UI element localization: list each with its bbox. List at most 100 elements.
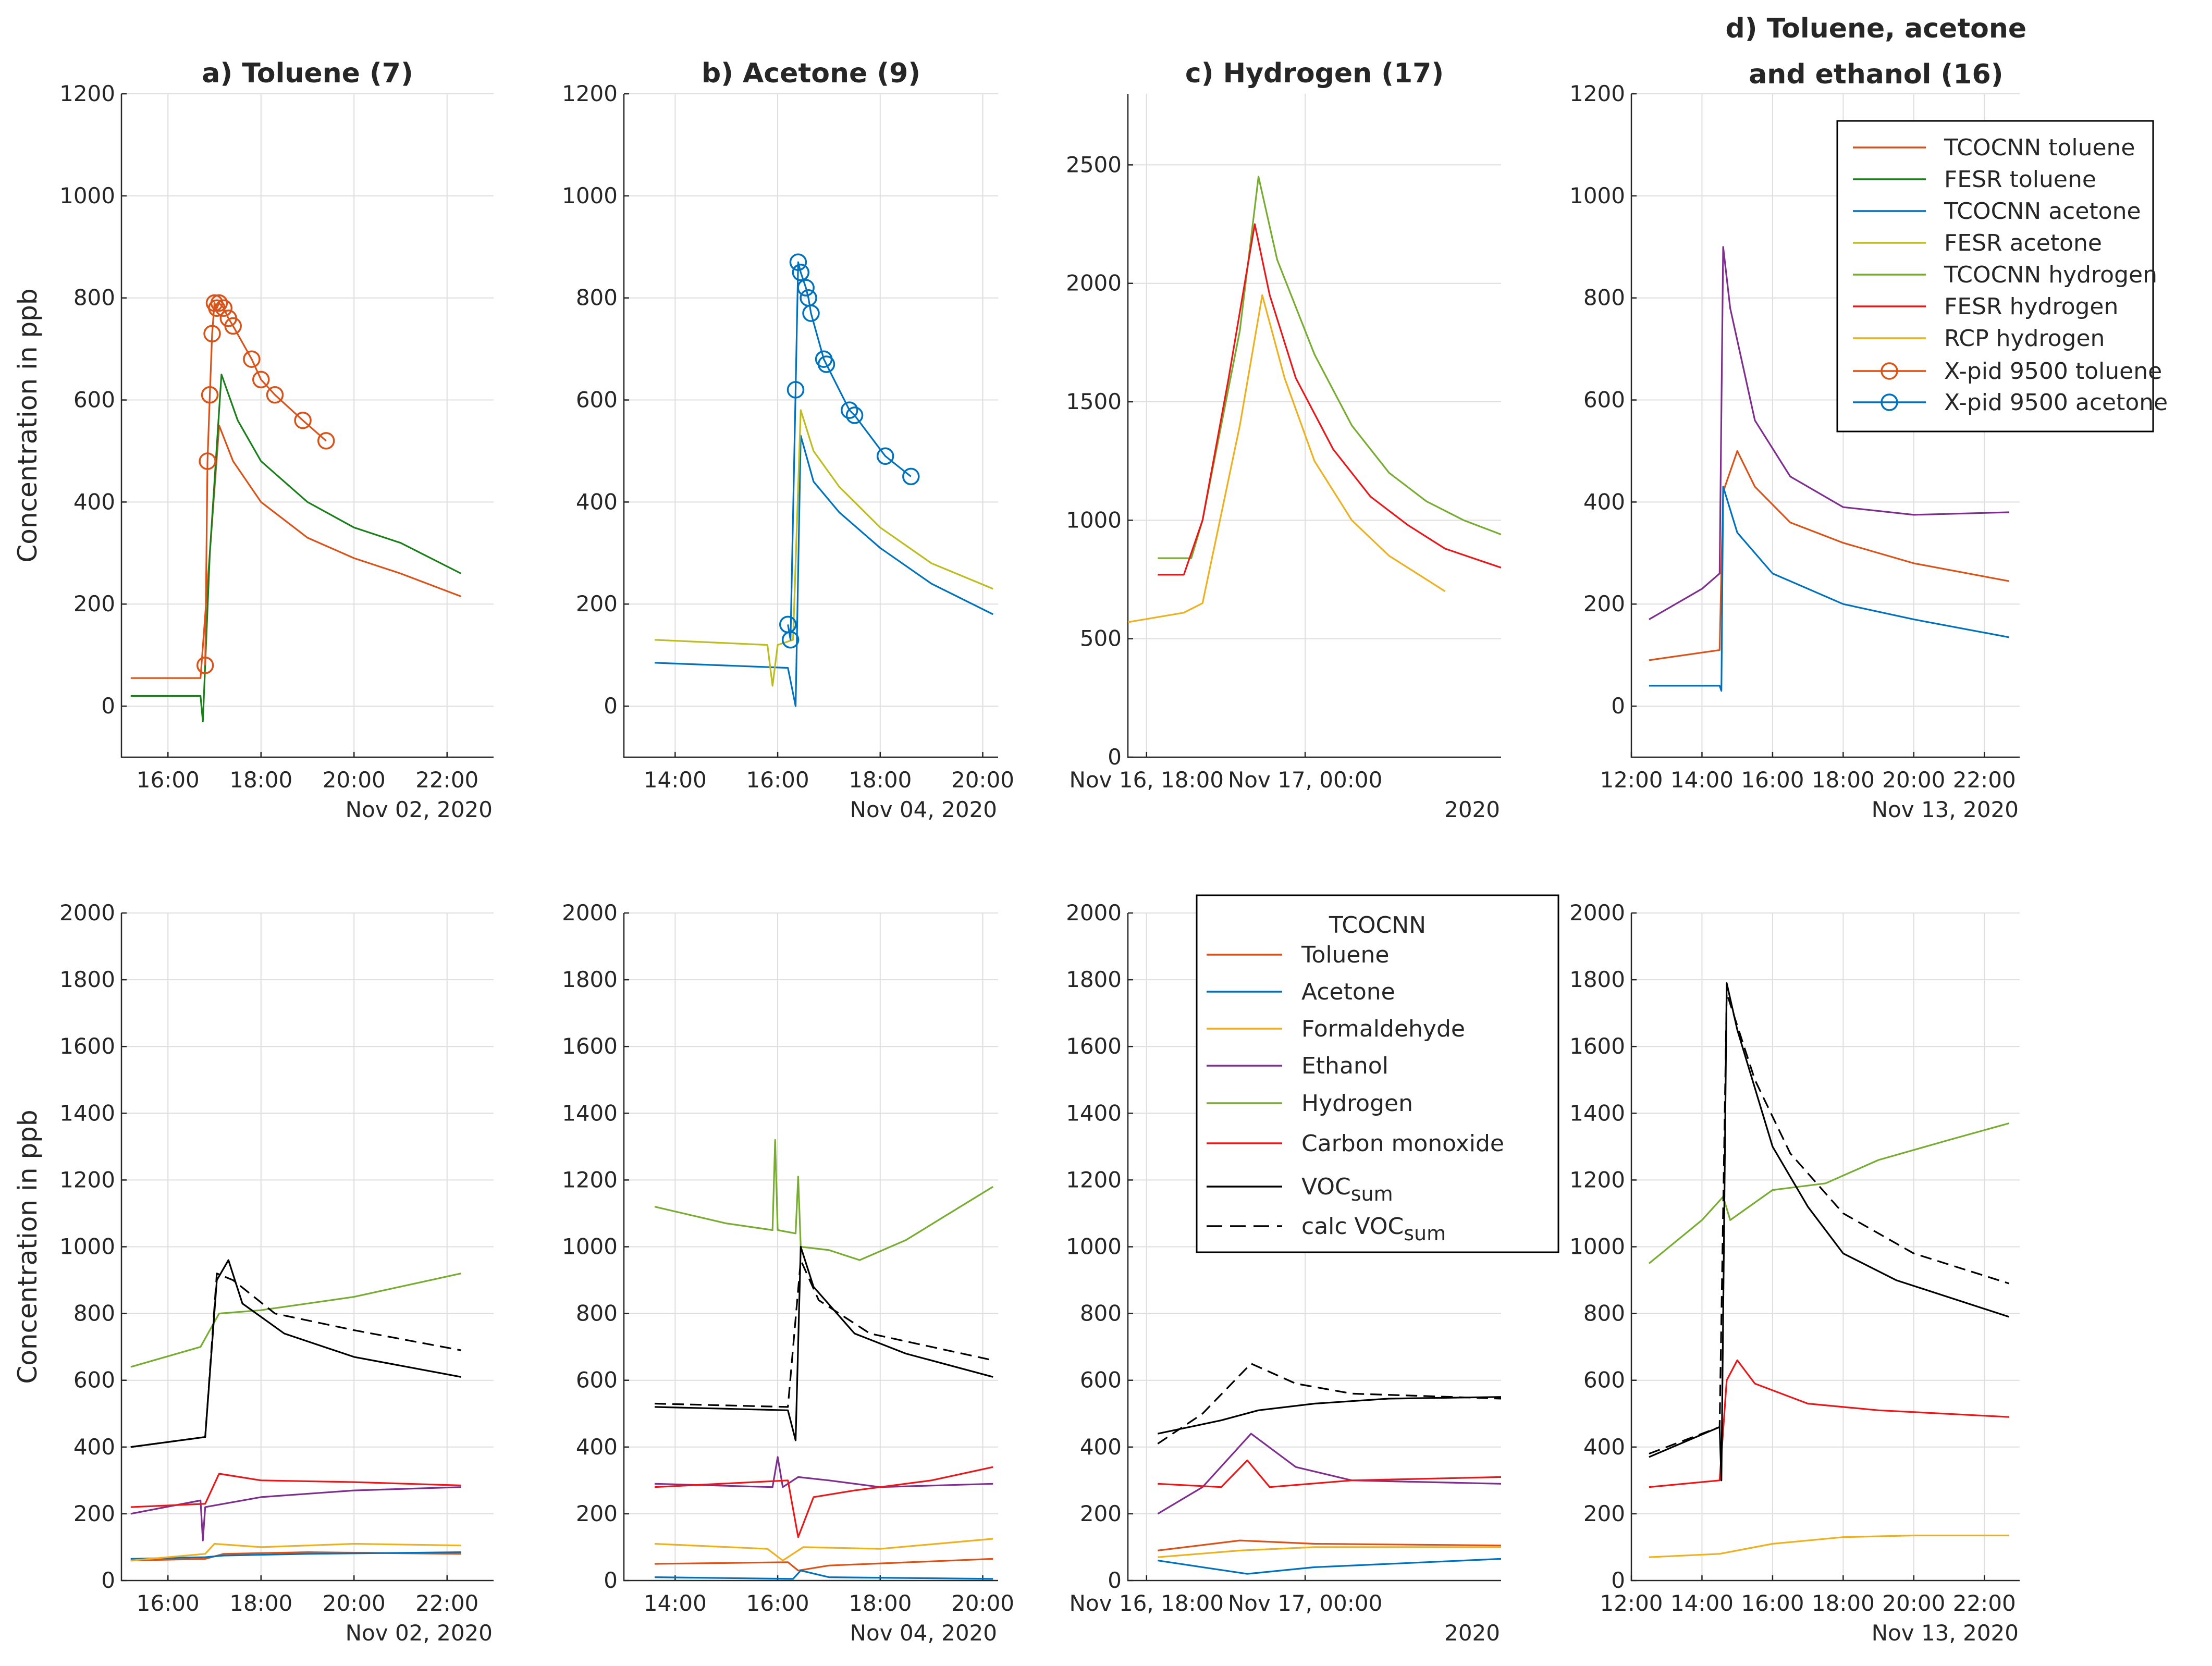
legend-entry-fesr-hydrogen: FESR hydrogen — [1853, 293, 2118, 320]
y-tick-label: 1600 — [1569, 1033, 1625, 1059]
x-tick-label: 18:00 — [849, 767, 912, 793]
data-point-marker — [802, 304, 820, 322]
y-tick-label: 200 — [576, 591, 618, 616]
series-line-carbon-monoxide — [1158, 1459, 1502, 1488]
y-tick-label: 500 — [1080, 626, 1122, 651]
x-tick-label: 16:00 — [137, 767, 200, 793]
series-line-carbon-monoxide — [130, 1473, 461, 1508]
y-tick-label: 400 — [1583, 1434, 1625, 1460]
y-tick-label: 1000 — [562, 1234, 618, 1260]
data-point-marker — [294, 411, 312, 429]
y-tick-label: 0 — [1611, 693, 1625, 719]
x-date-label: Nov 02, 2020 — [346, 1620, 493, 1646]
series-line-fesr-hydrogen — [1158, 223, 1502, 576]
y-tick-label: 1800 — [1066, 967, 1122, 992]
y-tick-label: 1000 — [1066, 1234, 1122, 1260]
legend-label: TCOCNN hydrogen — [1944, 262, 2157, 288]
series-line-voc-sum — [1157, 1396, 1502, 1435]
x-date-label: 2020 — [1444, 1620, 1500, 1646]
y-tick-label: 1200 — [59, 1167, 115, 1192]
series-line-tcocnn-acetone — [1649, 486, 2009, 692]
y-tick-label: 800 — [73, 1301, 115, 1326]
y-tick-label: 400 — [576, 489, 618, 514]
y-tick-label: 400 — [1583, 489, 1625, 514]
series-line-ethanol — [1157, 1433, 1502, 1515]
series-line-tcocnn-toluene — [130, 424, 462, 679]
legend-entry-acetone: Acetone — [1207, 979, 1395, 1005]
x-tick-label: Nov 17, 00:00 — [1228, 767, 1383, 793]
x-tick-label: 18:00 — [1812, 1590, 1875, 1616]
x-tick-label: Nov 17, 00:00 — [1228, 1590, 1383, 1616]
legend-label: FESR acetone — [1944, 230, 2102, 256]
series-line-carbon-monoxide — [1649, 1359, 2009, 1488]
x-tick-label: 18:00 — [229, 1590, 292, 1616]
y-tick-label: 1600 — [1066, 1033, 1122, 1059]
y-tick-label: 1200 — [59, 81, 115, 106]
x-tick-label: 20:00 — [951, 767, 1014, 793]
data-point-marker — [792, 263, 810, 281]
legend-entry-rcp-hydrogen: RCP hydrogen — [1853, 325, 2105, 352]
x-tick-label: 12:00 — [1600, 1590, 1663, 1616]
y-tick-label: 200 — [1583, 591, 1625, 616]
x-tick-label: 12:00 — [1600, 767, 1663, 793]
series-line-fesr-acetone — [654, 409, 993, 687]
y-tick-label: 2000 — [59, 900, 115, 925]
x-tick-label: 16:00 — [1741, 1590, 1804, 1616]
data-point-marker — [841, 401, 858, 419]
y-tick-label: 800 — [576, 285, 618, 311]
legend-entry-voc-sum: VOCsum — [1207, 1174, 1393, 1205]
x-date-label: Nov 13, 2020 — [1872, 1620, 2019, 1646]
axis-lines — [120, 94, 494, 758]
y-tick-label: 1000 — [1569, 1234, 1625, 1260]
legend-label: X-pid 9500 toluene — [1944, 358, 2162, 385]
bottom-legend: TCOCNN Toluene Acetone Formaldehyde Etha… — [1196, 894, 1559, 1253]
series-line-voc-sum — [1649, 982, 2010, 1482]
y-tick-label: 800 — [1080, 1301, 1122, 1326]
data-point-marker — [199, 452, 216, 470]
legend-label: Toluene — [1301, 942, 1389, 968]
x-date-label: Nov 13, 2020 — [1872, 797, 2019, 822]
chart-title-line: and ethanol (16) — [1749, 59, 2003, 90]
legend-entry-carbon-monoxide: Carbon monoxide — [1207, 1130, 1504, 1157]
x-tick-label: 14:00 — [644, 1590, 707, 1616]
chart-bot-a: 0 200 400 600 800 1000 1200 1400 1600 1800 2000 16:… — [13, 900, 494, 1646]
y-tick-label: 600 — [1080, 1367, 1122, 1393]
y-tick-label: 1400 — [562, 1100, 618, 1126]
data-point-marker — [252, 371, 270, 389]
series-line-carbon-monoxide — [654, 1466, 993, 1538]
series-line-calc-voc-sum — [130, 1273, 461, 1448]
data-point-marker — [797, 279, 815, 297]
x-tick-label: Nov 16, 18:00 — [1070, 1590, 1224, 1616]
data-point-marker — [787, 381, 805, 399]
y-tick-label: 0 — [1108, 1568, 1122, 1593]
chart-title: c) Hydrogen (17) — [1185, 58, 1444, 89]
x-tick-label: 22:00 — [1953, 767, 2016, 793]
y-tick-label: 1800 — [562, 967, 618, 992]
x-tick-label: Nov 16, 18:00 — [1070, 767, 1224, 793]
series-line-formaldehyde — [654, 1538, 993, 1562]
y-tick-label: 800 — [1583, 1301, 1625, 1326]
data-point-marker — [203, 325, 221, 342]
legend-label: RCP hydrogen — [1944, 325, 2105, 352]
y-tick-label: 600 — [73, 387, 115, 413]
series-line-hydrogen — [1648, 1122, 2010, 1264]
y-tick-label: 0 — [604, 693, 618, 719]
plot-area: 0 200 400 600 800 1000 1200 16:00 18:00 20:00 22:0… — [13, 13, 2026, 1646]
x-tick-label: 16:00 — [746, 767, 809, 793]
data-point-marker — [243, 350, 261, 368]
series-line-rcp-hydrogen — [1127, 294, 1446, 623]
data-point-marker — [201, 386, 219, 404]
chart-top-a: 0 200 400 600 800 1000 1200 16:00 18:00 20:00 22:0… — [13, 58, 494, 822]
series-line-tcocnn-acetone — [654, 435, 993, 707]
data-point-marker — [215, 299, 233, 317]
x-tick-label: 20:00 — [1882, 767, 1945, 793]
legend-entry-calc-voc-sum: calc VOCsum — [1207, 1213, 1446, 1245]
y-tick-label: 1000 — [1569, 183, 1625, 208]
x-date-label: Nov 04, 2020 — [850, 1620, 997, 1646]
series-line-voc-sum — [654, 1245, 993, 1441]
x-tick-label: 20:00 — [1882, 1590, 1945, 1616]
y-tick-label: 1400 — [1066, 1100, 1122, 1126]
legend-label: VOCsum — [1301, 1174, 1393, 1205]
x-tick-label: 14:00 — [1670, 1590, 1734, 1616]
legend-label: FESR toluene — [1944, 166, 2096, 193]
